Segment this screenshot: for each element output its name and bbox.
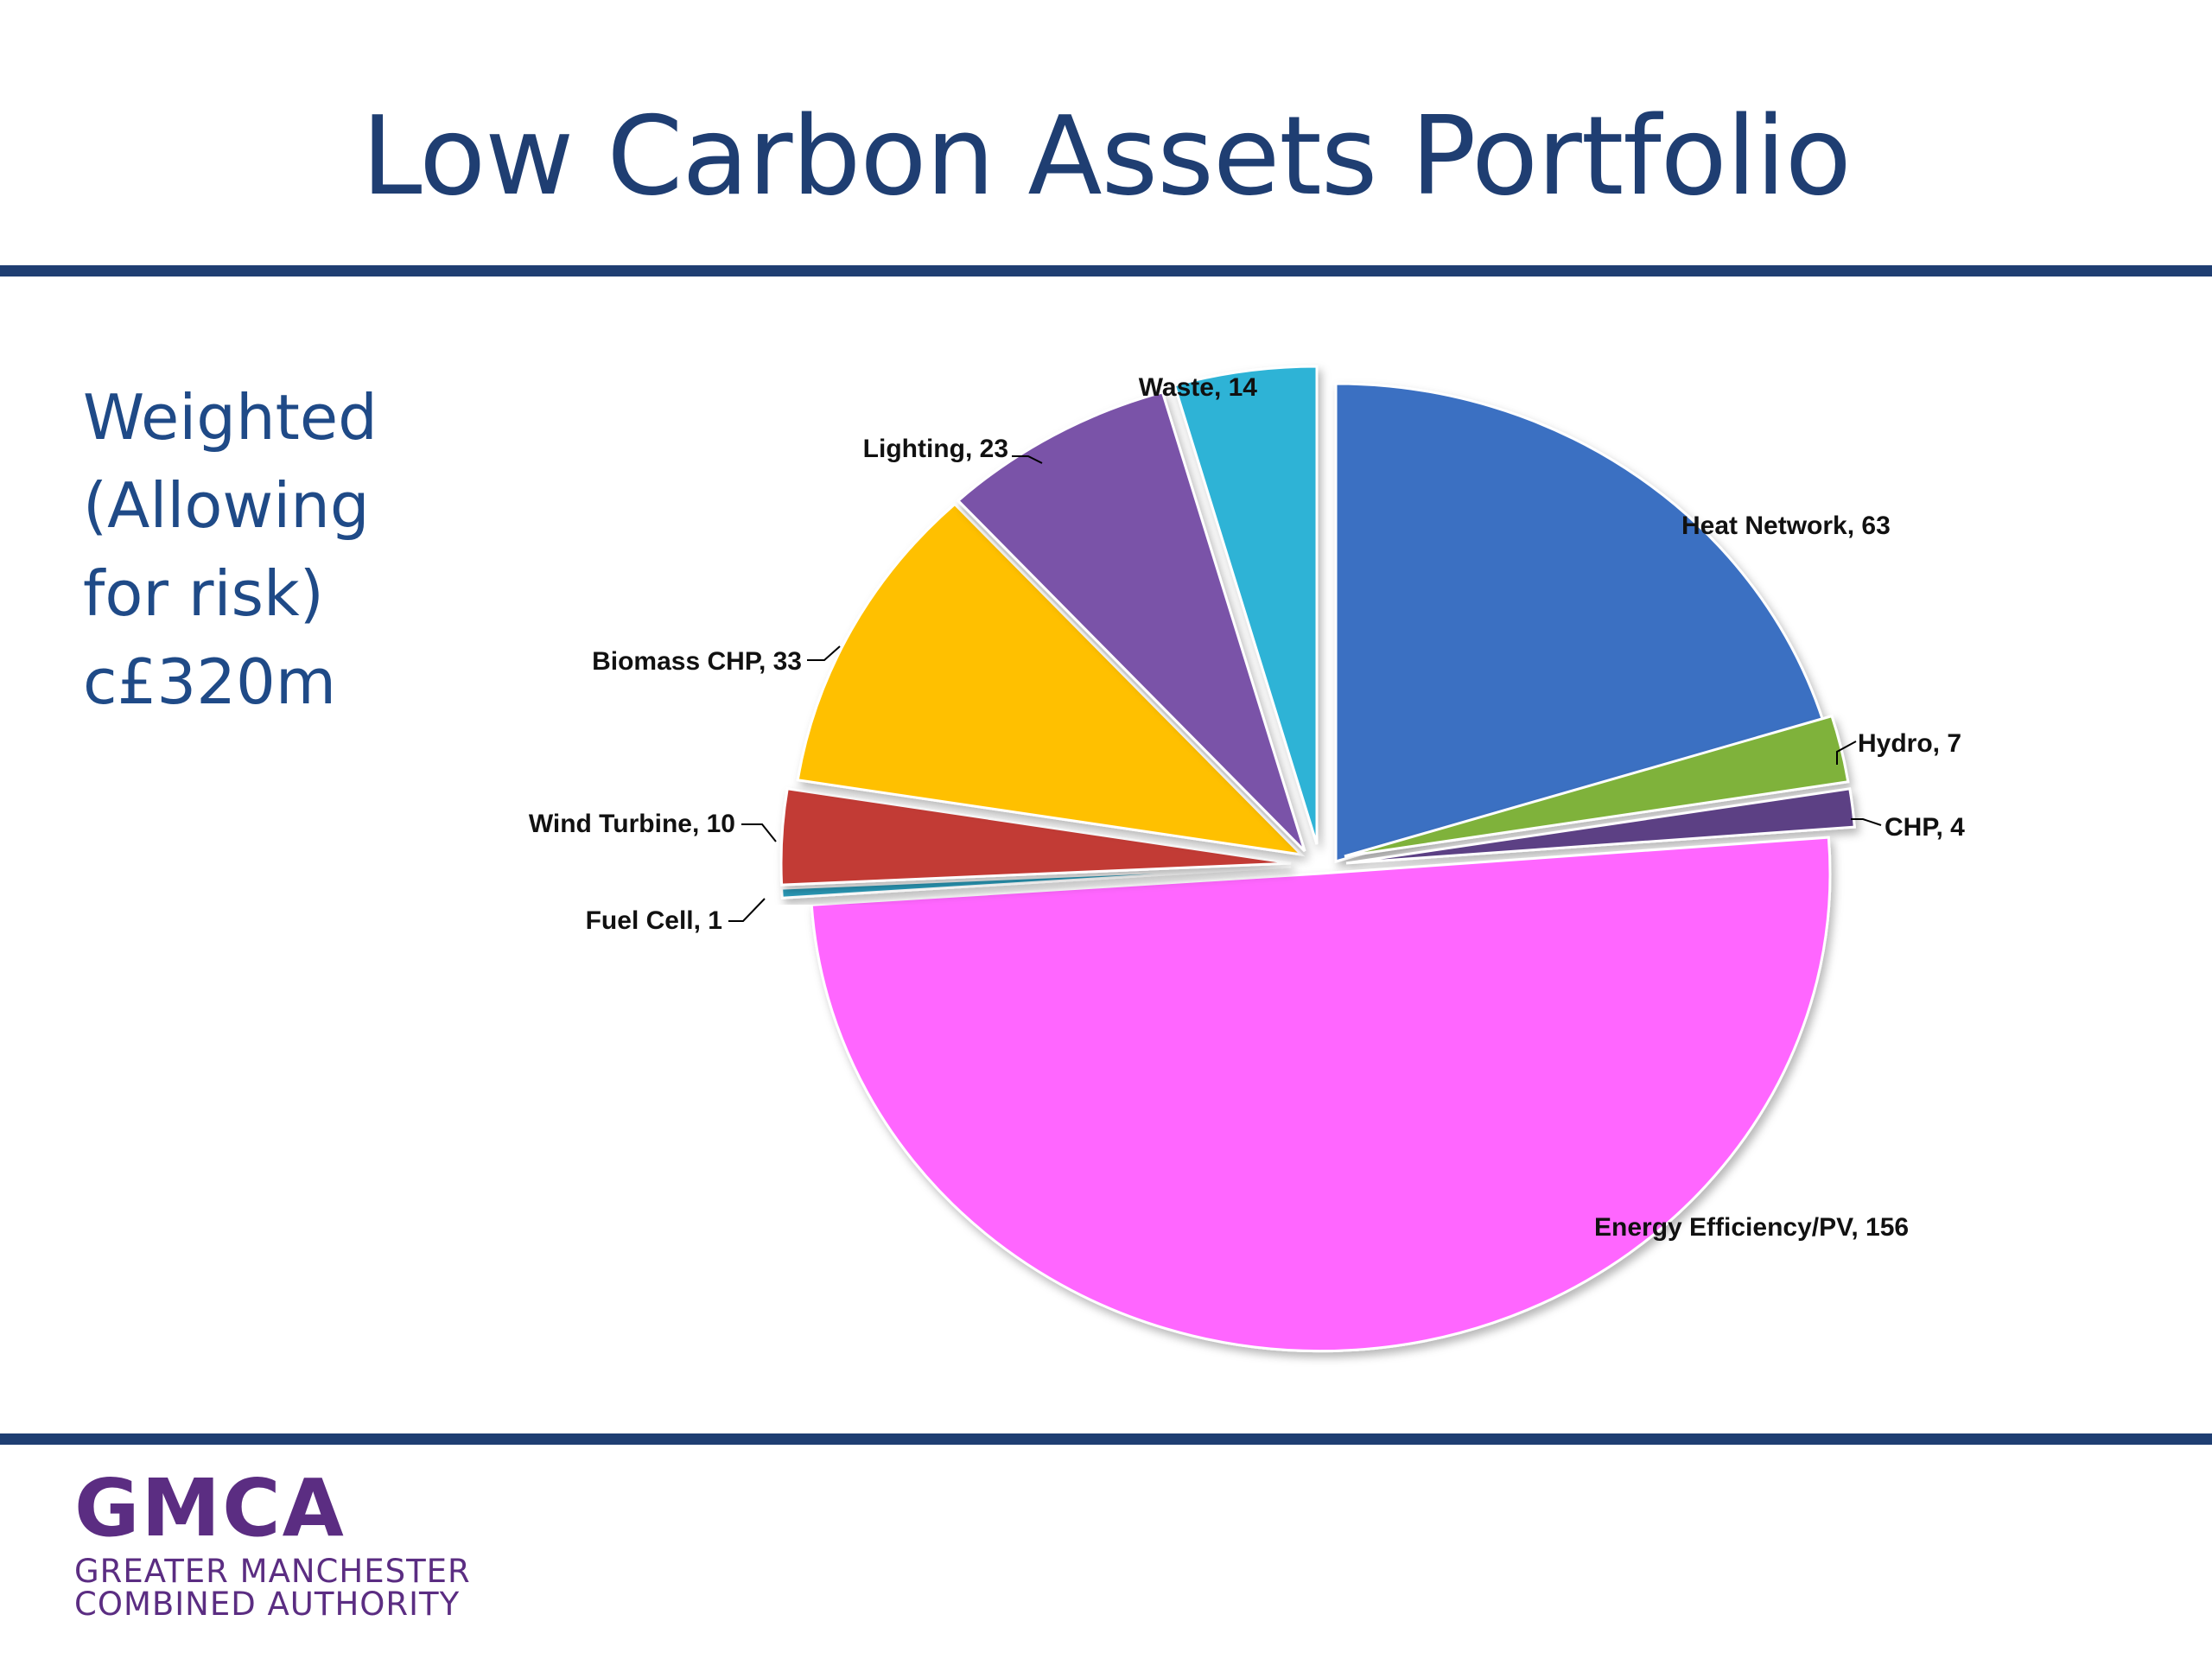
leader-line-biomass-chp xyxy=(807,645,841,661)
data-label-wind-turbine: Wind Turbine, 10 xyxy=(529,810,735,838)
weighted-total-note: Weighted (Allowing for risk) c£320m xyxy=(83,373,446,726)
note-line: c£320m xyxy=(83,645,336,718)
logo-text-line: COMBINED AUTHORITY xyxy=(74,1586,461,1623)
footer-divider xyxy=(0,1433,2212,1445)
leader-line-lighting xyxy=(1012,455,1043,464)
leader-line-hydro xyxy=(1836,741,1857,765)
logo-text-line: GREATER MANCHESTER xyxy=(74,1553,471,1590)
slide-title: Low Carbon Assets Portfolio xyxy=(361,92,1852,219)
leader-line-wind-turbine xyxy=(741,823,777,842)
data-label-hydro: Hydro, 7 xyxy=(1858,729,1961,758)
gmca-logo: GMCA GREATER MANCHESTER COMBINED AUTHORI… xyxy=(74,1469,471,1621)
leader-line-fuel-cell xyxy=(728,898,766,922)
note-line: (Allowing xyxy=(83,469,370,542)
pie-slice-biomass-chp xyxy=(796,502,1306,857)
note-line: Weighted xyxy=(83,381,378,454)
pie-slice-energy-efficiency-pv xyxy=(810,836,1832,1353)
leader-line-chp xyxy=(1851,818,1882,826)
title-divider xyxy=(0,265,2212,276)
data-label-chp: CHP, 4 xyxy=(1885,813,1965,842)
data-label-biomass-chp: Biomass CHP, 33 xyxy=(592,647,802,676)
pie-slice-wind-turbine xyxy=(779,787,1292,887)
pie-slice-waste xyxy=(1173,365,1319,845)
data-label-energy-efficiency-pv: Energy Efficiency/PV, 156 xyxy=(1594,1213,1909,1242)
data-label-heat-network: Heat Network, 63 xyxy=(1681,512,1891,540)
pie-slice-chp xyxy=(1345,787,1856,865)
pie-slice-heat-network xyxy=(1334,382,1825,863)
data-label-waste: Waste, 14 xyxy=(1139,373,1258,402)
logo-mark: GMCA xyxy=(74,1462,346,1554)
data-label-fuel-cell: Fuel Cell, 1 xyxy=(586,906,722,935)
pie-slice-lighting xyxy=(956,391,1306,853)
note-line: for risk) xyxy=(83,557,324,630)
pie-slice-fuel-cell xyxy=(780,865,1292,899)
data-label-lighting: Lighting, 23 xyxy=(863,435,1008,463)
